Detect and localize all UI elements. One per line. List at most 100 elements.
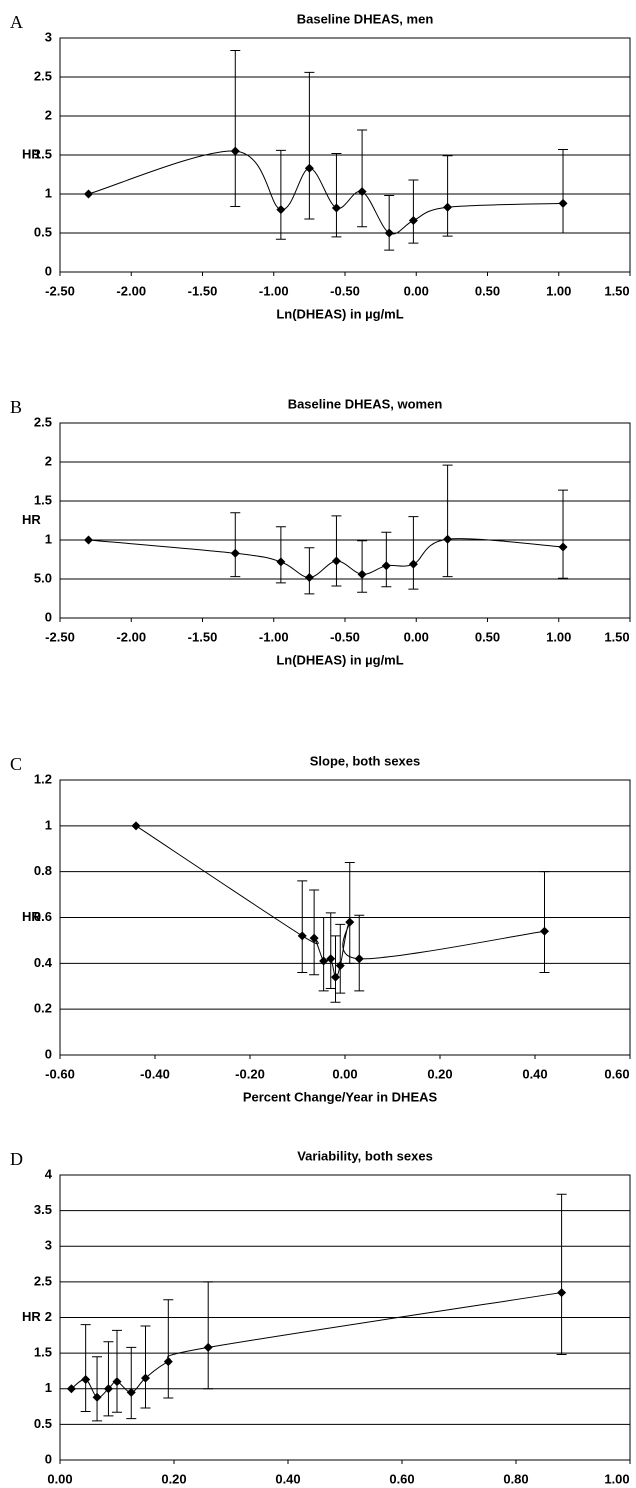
error-bar — [335, 923, 346, 994]
data-point — [66, 1384, 76, 1394]
x-tick-label: -0.50 — [330, 283, 360, 298]
data-point — [112, 1377, 122, 1387]
y-axis-label: HR — [22, 146, 41, 161]
data-point — [276, 205, 286, 215]
error-bar — [309, 889, 320, 976]
x-axis-label: Ln(DHEAS) in µg/mL — [276, 652, 403, 667]
data-point — [540, 926, 549, 936]
data-point — [319, 956, 329, 966]
chart-title: Baseline DHEAS, women — [288, 396, 443, 411]
data-point — [84, 189, 93, 199]
data-point — [131, 821, 141, 831]
error-bar — [112, 1329, 122, 1413]
y-tick-label: 1 — [45, 185, 52, 200]
error-bar — [354, 914, 365, 992]
y-tick-label: 4 — [45, 1166, 53, 1181]
error-bar — [330, 935, 341, 1003]
series-line — [88, 150, 564, 235]
x-tick-label: 1.50 — [604, 283, 629, 298]
error-bar — [163, 1299, 174, 1399]
y-tick-label: 0 — [45, 609, 52, 624]
plot-frame — [59, 37, 631, 273]
y-axis-label: HR — [22, 512, 41, 527]
y-axis-label: HR — [22, 909, 41, 924]
x-tick-label: 0.00 — [404, 629, 429, 644]
series-line — [88, 538, 564, 578]
data-point — [384, 228, 394, 238]
error-bar — [442, 464, 453, 578]
data-point — [203, 1342, 213, 1352]
error-bar — [408, 179, 419, 244]
y-tick-label: 3.5 — [34, 1202, 52, 1217]
y-tick-label: 1.2 — [34, 771, 52, 786]
x-tick-label: 0.20 — [161, 1471, 186, 1486]
x-tick-label: -2.00 — [116, 283, 146, 298]
x-tick-label: -0.20 — [235, 1066, 265, 1081]
panel-label: B — [10, 397, 22, 417]
chart-title: Variability, both sexes — [297, 1148, 433, 1163]
y-tick-label: 0 — [45, 1451, 52, 1466]
data-point — [230, 548, 240, 558]
data-point — [331, 556, 341, 566]
data-point — [230, 146, 240, 156]
error-bar — [381, 531, 392, 588]
error-bar — [103, 1341, 114, 1417]
error-bar — [304, 71, 315, 220]
data-point — [103, 1384, 113, 1394]
y-tick-label: 3 — [45, 29, 52, 44]
error-bar — [275, 149, 286, 240]
data-point — [297, 931, 307, 941]
x-tick-label: 1.00 — [546, 283, 571, 298]
error-bar — [331, 515, 342, 587]
error-bar — [442, 155, 453, 237]
y-tick-label: 0.4 — [34, 955, 53, 970]
error-bar — [230, 49, 241, 207]
data-point — [326, 954, 336, 964]
error-bar — [203, 1281, 214, 1390]
x-tick-label: -2.50 — [45, 283, 75, 298]
y-tick-label: 0.6 — [34, 909, 52, 924]
y-tick-label: 0.5 — [34, 1416, 52, 1431]
data-point — [304, 163, 314, 173]
y-axis-label: HR — [22, 1309, 41, 1324]
data-point — [354, 954, 364, 964]
y-tick-label: 5.0 — [34, 570, 52, 585]
chart-title: Slope, both sexes — [310, 753, 421, 768]
y-tick-label: 0 — [45, 1046, 52, 1061]
error-bar — [384, 195, 395, 251]
error-bar — [558, 149, 569, 234]
error-bar — [539, 871, 550, 973]
error-bar — [331, 152, 342, 238]
data-point — [558, 542, 568, 552]
data-point — [81, 1374, 91, 1384]
x-tick-label: 1.00 — [546, 629, 571, 644]
x-tick-label: 0.50 — [475, 629, 500, 644]
plot-frame — [59, 1174, 631, 1461]
data-point — [345, 917, 355, 927]
data-point — [92, 1392, 102, 1402]
x-tick-label: 0.00 — [332, 1066, 357, 1081]
x-tick-label: 1.50 — [604, 629, 629, 644]
data-point — [357, 569, 367, 579]
plot-frame — [59, 422, 631, 619]
data-point — [381, 561, 391, 571]
y-tick-label: 0.5 — [34, 224, 52, 239]
data-point — [84, 535, 93, 545]
error-bar — [297, 880, 308, 973]
error-bar — [275, 526, 286, 584]
error-bar — [558, 489, 569, 579]
x-tick-label: 0.80 — [503, 1471, 528, 1486]
x-tick-label: 0.50 — [475, 283, 500, 298]
x-tick-label: 0.60 — [604, 1066, 629, 1081]
y-tick-label: 1.5 — [34, 146, 52, 161]
error-bar — [304, 547, 315, 595]
x-tick-label: -1.50 — [188, 629, 218, 644]
x-tick-label: -2.00 — [116, 629, 146, 644]
error-bar — [126, 1346, 137, 1420]
error-bar — [344, 862, 355, 964]
error-bar — [92, 1356, 103, 1422]
data-point — [304, 572, 314, 582]
y-tick-label: 2 — [45, 107, 52, 122]
y-tick-label: 1 — [45, 531, 52, 546]
